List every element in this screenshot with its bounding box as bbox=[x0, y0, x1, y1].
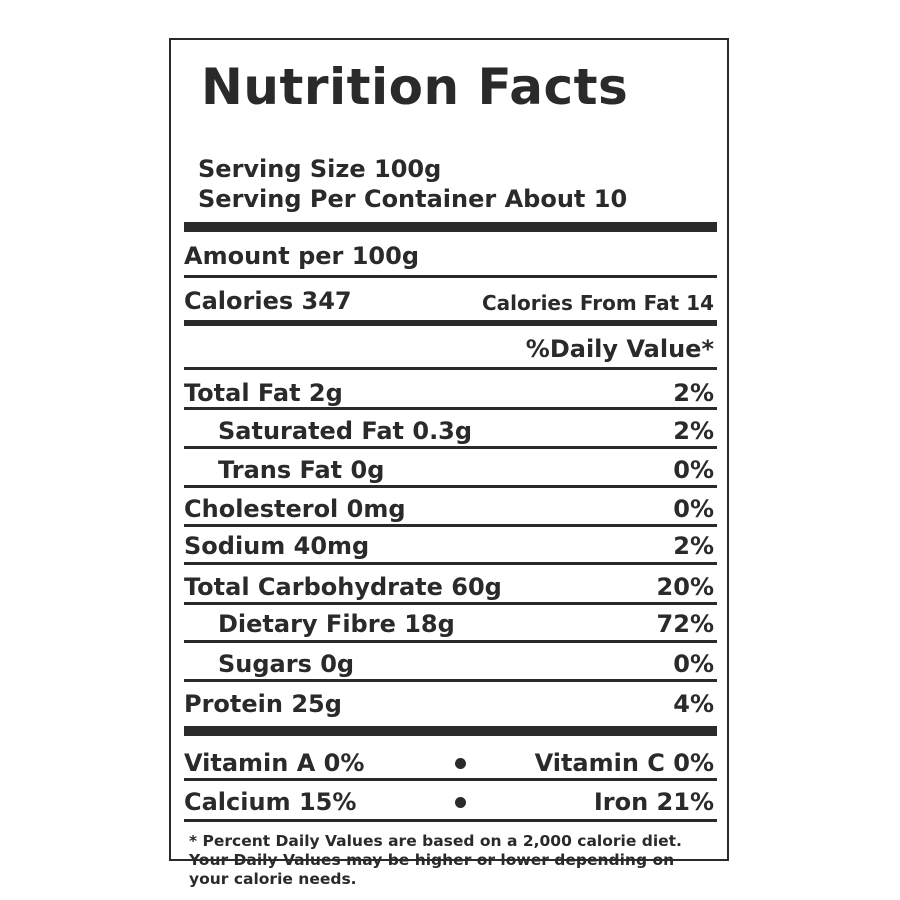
divider-medium bbox=[184, 320, 717, 326]
divider bbox=[184, 275, 717, 278]
bullet-dot bbox=[455, 797, 466, 808]
divider bbox=[184, 446, 717, 449]
divider bbox=[184, 640, 717, 643]
divider bbox=[184, 819, 717, 822]
iron: Iron 21% bbox=[593, 788, 714, 816]
divider bbox=[184, 407, 717, 410]
vitamin-c: Vitamin C 0% bbox=[534, 749, 714, 777]
divider bbox=[184, 679, 717, 682]
calories-from-fat: Calories From Fat 14 bbox=[481, 291, 714, 315]
divider-thick bbox=[184, 222, 717, 232]
divider bbox=[184, 485, 717, 488]
servings-per-container: Serving Per Container About 10 bbox=[198, 185, 628, 213]
divider-thick bbox=[184, 726, 717, 736]
nutrient-percent-total-fat: 2% bbox=[673, 379, 714, 407]
nutrition-facts-label: Nutrition Facts Serving Size 100g Servin… bbox=[169, 38, 729, 888]
nutrient-percent-cholesterol: 0% bbox=[673, 495, 714, 523]
nutrient-percent-sodium: 2% bbox=[673, 532, 714, 560]
nutrient-label-trans-fat: Trans Fat 0g bbox=[218, 456, 385, 484]
amount-per-serving: Amount per 100g bbox=[184, 242, 419, 270]
divider bbox=[184, 562, 717, 565]
daily-value-header: %Daily Value* bbox=[525, 335, 714, 363]
nutrient-label-sugars: Sugars 0g bbox=[218, 650, 355, 678]
nutrient-label-protein: Protein 25g bbox=[184, 690, 342, 718]
bullet-dot bbox=[455, 758, 466, 769]
nutrient-label-total-fat: Total Fat 2g bbox=[184, 379, 343, 407]
divider bbox=[184, 602, 717, 605]
divider bbox=[184, 778, 717, 781]
nutrient-label-sodium: Sodium 40mg bbox=[184, 532, 370, 560]
nutrient-label-dietary-fibre: Dietary Fibre 18g bbox=[218, 610, 455, 638]
calcium: Calcium 15% bbox=[184, 788, 357, 816]
nutrient-percent-total-carbohydrate: 20% bbox=[656, 573, 714, 601]
nutrient-percent-trans-fat: 0% bbox=[673, 456, 714, 484]
nutrient-label-saturated-fat: Saturated Fat 0.3g bbox=[218, 417, 473, 445]
nutrient-percent-sugars: 0% bbox=[673, 650, 714, 678]
calories: Calories 347 bbox=[184, 287, 352, 315]
daily-value-footnote: * Percent Daily Values are based on a 2,… bbox=[189, 832, 682, 888]
nutrient-label-cholesterol: Cholesterol 0mg bbox=[184, 495, 406, 523]
label-title: Nutrition Facts bbox=[201, 58, 629, 116]
nutrient-percent-saturated-fat: 2% bbox=[673, 417, 714, 445]
serving-size: Serving Size 100g bbox=[198, 155, 442, 183]
nutrient-percent-dietary-fibre: 72% bbox=[656, 610, 714, 638]
nutrient-percent-protein: 4% bbox=[673, 690, 714, 718]
nutrient-label-total-carbohydrate: Total Carbohydrate 60g bbox=[184, 573, 502, 601]
vitamin-a: Vitamin A 0% bbox=[184, 749, 365, 777]
divider bbox=[184, 367, 717, 370]
divider bbox=[184, 524, 717, 527]
